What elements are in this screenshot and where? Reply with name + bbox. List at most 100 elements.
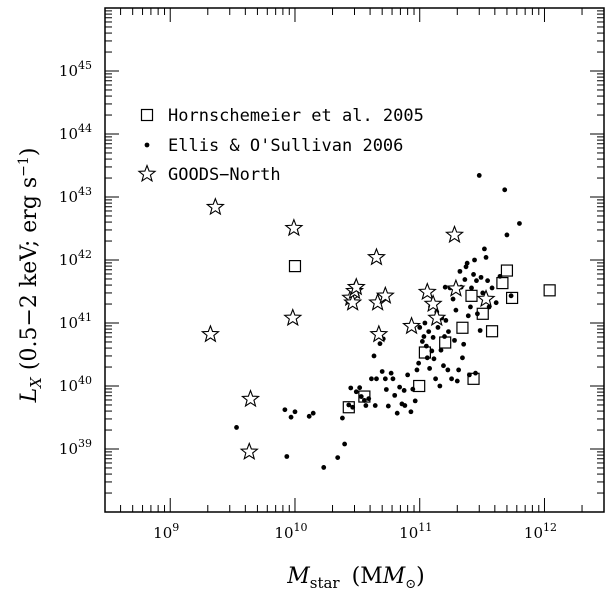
legend-label: Hornschemeier et al. 2005 [168, 106, 424, 126]
data-point-filled-circle [284, 454, 290, 459]
plot-frame [104, 7, 605, 513]
data-point-filled-circle [350, 404, 356, 410]
legend-label: Ellis & O'Sullivan 2006 [168, 136, 403, 156]
data-point-filled-circle [423, 343, 429, 349]
data-point-filled-circle [397, 384, 403, 390]
data-point-filled-circle [429, 348, 435, 354]
data-point-filled-circle [348, 385, 354, 391]
data-point-open-star [284, 218, 304, 237]
data-point-filled-circle [468, 304, 473, 310]
data-point-open-star [375, 285, 395, 304]
data-point-filled-circle [412, 398, 418, 404]
data-point-filled-circle [517, 221, 522, 226]
data-point-filled-circle [374, 376, 379, 382]
data-point-filled-circle [424, 355, 430, 361]
data-point-filled-circle [408, 409, 414, 415]
data-point-filled-circle [422, 320, 428, 326]
data-point-filled-circle [288, 414, 294, 420]
data-point-open-square [465, 289, 478, 302]
data-point-filled-circle [480, 290, 486, 296]
axis-ticks [104, 7, 605, 513]
data-point-filled-circle [508, 293, 514, 299]
data-point-filled-circle [421, 334, 427, 339]
data-point-open-star [200, 324, 220, 343]
data-point-filled-circle [369, 376, 374, 382]
data-point-open-star [401, 316, 422, 335]
data-point-filled-circle [462, 277, 468, 282]
data-point-filled-circle [442, 334, 447, 339]
legend: Hornschemeier et al. 2005 Ellis & O'Sulli… [137, 106, 424, 185]
y-tick-labels: 1039 1040 1041 1042 1043 1044 1045 [59, 59, 92, 458]
data-point-filled-circle [379, 369, 385, 374]
data-point-filled-circle [463, 264, 469, 270]
data-point-filled-circle [485, 278, 491, 284]
data-point-filled-circle [363, 403, 369, 408]
data-point-filled-circle [445, 367, 451, 373]
data-point-filled-circle [385, 403, 391, 409]
data-point-filled-circle [335, 455, 341, 461]
data-point-open-star [205, 197, 225, 216]
data-point-filled-circle [438, 347, 444, 353]
data-point-filled-circle [392, 392, 398, 398]
data-point-filled-circle [340, 415, 345, 421]
y-tick-label: 1039 [59, 437, 92, 458]
x-tick-label: 1010 [274, 521, 307, 542]
data-point-filled-circle [457, 268, 463, 274]
data-point-filled-circle [377, 341, 383, 347]
data-point-filled-circle [441, 363, 446, 369]
data-point-filled-circle [292, 409, 298, 415]
data-point-filled-circle [430, 335, 436, 340]
data-point-open-star [240, 389, 261, 408]
y-axis-title: LX (0.5−2 keV; erg s−1) [16, 148, 45, 404]
legend-marker-open-square [140, 108, 154, 122]
legend-entry: Ellis & O'Sullivan 2006 [144, 136, 403, 156]
data-point-filled-circle [450, 296, 456, 302]
data-point-open-star [239, 441, 259, 461]
data-point-filled-circle [453, 307, 459, 313]
data-point-filled-circle [358, 394, 364, 399]
data-point-filled-circle [416, 360, 422, 366]
data-point-filled-circle [504, 232, 510, 238]
data-point-open-star [423, 293, 443, 313]
x-tick-labels: 109 1010 1011 1012 [153, 521, 557, 542]
data-point-filled-circle [357, 385, 363, 391]
x-axis-title: Mstar (MM⊙) [286, 564, 425, 589]
data-point-filled-circle [361, 398, 367, 403]
data-point-filled-circle [465, 313, 471, 319]
data-point-filled-circle [382, 376, 388, 382]
data-point-open-square [288, 260, 302, 273]
data-point-open-star [343, 292, 363, 311]
data-point-filled-circle [460, 355, 465, 361]
data-point-filled-circle [464, 260, 470, 266]
data-point-filled-circle [474, 278, 479, 284]
y-tick-label: 1041 [59, 311, 92, 332]
data-point-filled-circle [446, 329, 451, 335]
data-point-filled-circle [383, 387, 389, 392]
data-point-open-star [283, 307, 303, 327]
plot-area [104, 7, 605, 513]
data-point-filled-circle [472, 257, 477, 263]
data-point-filled-circle [282, 407, 288, 413]
data-point-open-square [413, 379, 426, 393]
legend-label: GOODS−North [168, 165, 281, 185]
series-open-star [200, 197, 496, 461]
legend-entry: GOODS−North [137, 163, 281, 185]
data-point-filled-circle [456, 367, 462, 373]
data-point-filled-circle [366, 396, 372, 402]
y-tick-label: 1045 [59, 59, 92, 80]
data-point-filled-circle [417, 325, 423, 330]
data-point-filled-circle [437, 383, 443, 389]
y-tick-label: 1043 [59, 185, 92, 206]
data-point-open-star [444, 224, 465, 244]
data-point-filled-circle [372, 403, 378, 408]
y-tick-label: 1042 [59, 248, 92, 269]
data-point-filled-circle [442, 284, 448, 290]
legend-marker-filled-circle [144, 142, 150, 148]
data-point-filled-circle [388, 370, 394, 376]
data-point-filled-circle [371, 353, 377, 359]
data-point-filled-circle [477, 328, 483, 333]
data-point-filled-circle [471, 272, 476, 277]
data-point-filled-circle [497, 273, 503, 279]
data-point-filled-circle [435, 325, 441, 330]
